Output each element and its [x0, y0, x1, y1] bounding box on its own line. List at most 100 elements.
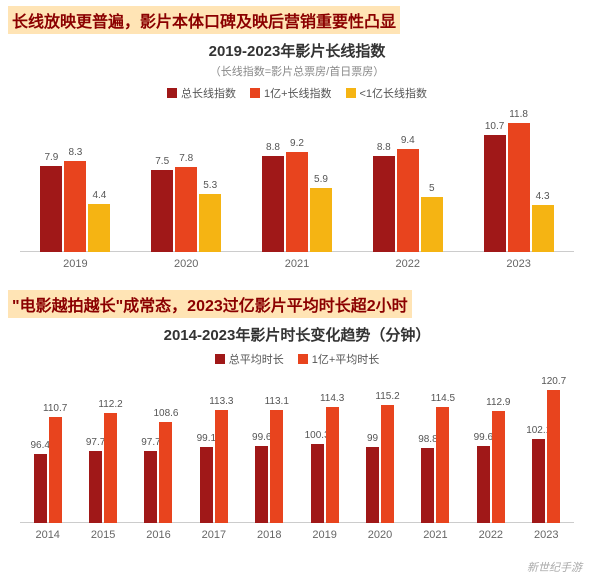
x-axis-label: 2021 [285, 258, 309, 270]
bar-value-label: 112.9 [486, 397, 510, 408]
bar: 99 [366, 447, 379, 523]
chart2-area: 96.4110.797.7112.297.7108.699.1113.399.6… [20, 371, 574, 541]
bar-value-label: 113.3 [209, 396, 233, 407]
bar-value-label: 99.1 [197, 433, 216, 444]
legend-swatch [250, 88, 260, 98]
bar-value-label: 112.2 [98, 399, 122, 410]
bar-value-label: 99 [367, 433, 378, 444]
x-axis-label: 2019 [63, 258, 87, 270]
bar: 115.2 [381, 405, 394, 523]
bar-group: 100.3114.3 [311, 407, 339, 523]
legend-label: 1亿+长线指数 [264, 85, 332, 101]
bar-value-label: 4.3 [536, 191, 550, 202]
bar-value-label: 113.1 [265, 396, 289, 407]
bar-value-label: 5.3 [203, 180, 217, 191]
x-axis-label: 2014 [35, 529, 59, 541]
bar: 114.3 [326, 407, 339, 523]
bar: 97.7 [144, 451, 157, 523]
chart2-legend: 总平均时长 1亿+平均时长 [0, 351, 594, 367]
bar: 8.8 [262, 156, 284, 252]
legend-swatch [215, 354, 225, 364]
bar-value-label: 114.5 [431, 393, 455, 404]
bar: 5 [421, 197, 443, 252]
bar: 98.8 [421, 448, 434, 523]
x-axis-label: 2023 [506, 258, 530, 270]
x-axis-label: 2023 [534, 529, 558, 541]
bar-value-label: 115.2 [375, 391, 399, 402]
section-1: 长线放映更普遍，影片本体口碑及映后营销重要性凸显 2019-2023年影片长线指… [0, 0, 594, 270]
bar: 9.4 [397, 149, 419, 252]
legend-label: <1亿长线指数 [360, 85, 428, 101]
bar-value-label: 10.7 [485, 121, 504, 132]
bar-value-label: 5.9 [314, 174, 328, 185]
bar-value-label: 4.4 [92, 190, 106, 201]
bar: 112.9 [492, 411, 505, 523]
bar-group: 8.89.25.9 [262, 152, 332, 252]
x-axis-label: 2020 [174, 258, 198, 270]
bar-value-label: 98.8 [418, 434, 437, 445]
chart1-xlabels: 2019 2020 2021 2022 2023 [20, 258, 574, 270]
bar: 7.5 [151, 170, 173, 252]
bar-value-label: 97.7 [141, 437, 160, 448]
bar: 5.3 [199, 194, 221, 252]
bar-value-label: 7.5 [155, 156, 169, 167]
bar: 99.6 [477, 446, 490, 523]
bar: 120.7 [547, 390, 560, 523]
bar: 8.3 [64, 161, 86, 252]
bar: 5.9 [310, 188, 332, 252]
chart1-legend: 总长线指数 1亿+长线指数 <1亿长线指数 [0, 85, 594, 101]
legend-item: 总长线指数 [167, 85, 236, 101]
bar: 110.7 [49, 417, 62, 523]
bar: 7.8 [175, 167, 197, 252]
bar-value-label: 7.9 [44, 152, 58, 163]
bar-group: 99115.2 [366, 405, 394, 523]
bar-value-label: 7.8 [179, 153, 193, 164]
bar: 4.4 [88, 204, 110, 252]
legend-item: <1亿长线指数 [346, 85, 428, 101]
bar-group: 99.6112.9 [477, 411, 505, 523]
chart1-title: 2019-2023年影片长线指数 [0, 40, 594, 61]
bar-group: 7.57.85.3 [151, 167, 221, 252]
bar-value-label: 120.7 [541, 376, 566, 387]
legend-item: 1亿+平均时长 [298, 351, 380, 367]
bar: 114.5 [436, 407, 449, 523]
bar-value-label: 110.7 [43, 403, 67, 414]
bar: 10.7 [484, 135, 506, 252]
legend-item: 1亿+长线指数 [250, 85, 332, 101]
bar-group: 97.7108.6 [144, 422, 172, 523]
bar-group: 102.1120.7 [532, 390, 560, 523]
bar-value-label: 5 [429, 183, 435, 194]
bar-group: 96.4110.7 [34, 417, 62, 523]
bar-group: 7.98.34.4 [40, 161, 110, 252]
bar-group: 8.89.45 [373, 149, 443, 252]
bar: 97.7 [89, 451, 102, 523]
bar-value-label: 8.8 [266, 142, 280, 153]
bar-group: 99.6113.1 [255, 410, 283, 523]
x-axis-label: 2018 [257, 529, 281, 541]
section-2-title: "电影越拍越长"成常态，2023过亿影片平均时长超2小时 [8, 290, 412, 318]
bar: 113.1 [270, 410, 283, 523]
bar-group: 99.1113.3 [200, 410, 228, 523]
x-axis-label: 2015 [91, 529, 115, 541]
chart1-groups: 7.98.34.47.57.85.38.89.25.98.89.4510.711… [20, 107, 574, 252]
bar: 7.9 [40, 166, 62, 252]
bar-value-label: 8.3 [68, 147, 82, 158]
legend-swatch [346, 88, 356, 98]
bar-value-label: 9.2 [290, 138, 304, 149]
bar-group: 10.711.84.3 [484, 123, 554, 252]
legend-label: 总平均时长 [229, 351, 284, 367]
chart2-xlabels: 2014201520162017201820192020202120222023 [20, 529, 574, 541]
legend-swatch [298, 354, 308, 364]
section-2: "电影越拍越长"成常态，2023过亿影片平均时长超2小时 2014-2023年影… [0, 284, 594, 541]
bar: 108.6 [159, 422, 172, 523]
bar-value-label: 8.8 [377, 142, 391, 153]
bar-group: 97.7112.2 [89, 413, 117, 523]
section-1-title: 长线放映更普遍，影片本体口碑及映后营销重要性凸显 [8, 6, 400, 34]
x-axis-label: 2022 [396, 258, 420, 270]
bar-value-label: 11.8 [509, 109, 528, 120]
x-axis-label: 2021 [423, 529, 447, 541]
bar: 4.3 [532, 205, 554, 252]
bar-value-label: 9.4 [401, 135, 415, 146]
bar: 102.1 [532, 439, 545, 523]
bar: 11.8 [508, 123, 530, 252]
